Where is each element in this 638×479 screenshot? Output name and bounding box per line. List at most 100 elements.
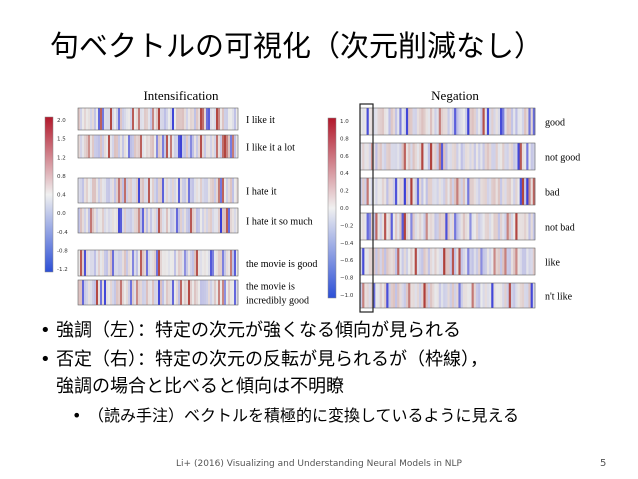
- highlight-frame: [359, 103, 374, 313]
- heatmap-cell: [421, 108, 424, 135]
- heatmap-cell: [401, 283, 405, 308]
- heatmap-cell: [130, 178, 133, 203]
- heatmap-cell: [138, 178, 141, 203]
- heatmap-cell: [430, 213, 433, 240]
- heatmap-cell: [475, 178, 479, 205]
- bullet-marker: •: [40, 349, 51, 370]
- heatmap-cell: [416, 248, 420, 275]
- heatmap-cell: [489, 213, 492, 240]
- heatmap-cell: [130, 280, 133, 305]
- heatmap-cell: [156, 280, 159, 305]
- heatmap-cell: [172, 178, 175, 203]
- heatmap-cell: [408, 108, 411, 135]
- heatmap-cell: [136, 135, 139, 158]
- heatmap-cell: [397, 248, 400, 275]
- heatmap-cell: [100, 178, 103, 203]
- heatmap-cell: [142, 280, 145, 305]
- heatmap-cell: [480, 248, 483, 275]
- heatmap-cell: [166, 178, 169, 203]
- heatmap-cell: [467, 213, 470, 240]
- heatmap-cell: [114, 108, 117, 130]
- heatmap-cell: [134, 108, 137, 130]
- heatmap-cell: [226, 135, 229, 158]
- heatmap-cell: [78, 280, 81, 305]
- heatmap-cell: [186, 208, 189, 233]
- heatmap-cell: [502, 248, 505, 275]
- heatmap-cell: [508, 178, 512, 205]
- heatmap-cell: [504, 248, 507, 275]
- heatmap-cell: [489, 178, 492, 205]
- heatmap-cell: [524, 178, 527, 205]
- heatmap-cell: [200, 108, 203, 130]
- heatmap-cell: [230, 250, 233, 276]
- heatmap-cell: [170, 208, 173, 233]
- heatmap-cell: [228, 135, 231, 158]
- heatmap-cell: [395, 213, 398, 240]
- heatmap-cell: [530, 143, 534, 170]
- heatmap-cell: [216, 178, 219, 203]
- heatmap-cell: [482, 213, 485, 240]
- heatmap-cell: [423, 143, 426, 170]
- heatmap-cell: [206, 280, 209, 305]
- heatmap-cell: [414, 283, 418, 308]
- heatmap-cell: [412, 143, 415, 170]
- heatmap-cell: [84, 280, 87, 305]
- heatmap-cell: [467, 248, 470, 275]
- heatmap-cell: [430, 178, 433, 205]
- heatmap-cell: [381, 248, 385, 275]
- heatmap-cell: [146, 108, 149, 130]
- heatmap-cell: [94, 280, 97, 305]
- heatmap-cell: [106, 250, 109, 276]
- heatmap-cell: [397, 283, 400, 308]
- heatmap-cell: [92, 108, 95, 130]
- heatmap-cell: [475, 213, 479, 240]
- heatmap-cell: [445, 283, 448, 308]
- heatmap-cell: [154, 208, 157, 233]
- heatmap-cell: [184, 108, 187, 130]
- heatmap-cell: [368, 213, 372, 240]
- heatmap-cell: [140, 208, 143, 233]
- heatmap-cell: [124, 135, 127, 158]
- heatmap-cell: [110, 280, 113, 305]
- heatmap-cell: [388, 143, 391, 170]
- heatmap-cell: [370, 143, 374, 170]
- heatmap-cell: [208, 178, 211, 203]
- heatmap-cell: [497, 248, 501, 275]
- heatmap-cell: [104, 135, 107, 158]
- heatmap-cell: [236, 208, 239, 233]
- heatmap-cell: [480, 143, 483, 170]
- heatmap-cell: [386, 143, 389, 170]
- colorbar-tick-label: −1.0: [340, 293, 354, 299]
- heatmap-cell: [222, 108, 225, 130]
- colorbar-tick-label: 0.4: [57, 193, 66, 199]
- row-label: I like it: [246, 115, 275, 126]
- heatmap-cell: [90, 135, 93, 158]
- heatmap-cell: [403, 178, 407, 205]
- heatmap-cell: [122, 250, 125, 276]
- heatmap-cell: [170, 178, 173, 203]
- heatmap-cell: [475, 108, 479, 135]
- heatmap-cell: [414, 108, 418, 135]
- colorbar-tick-label: 0.0: [57, 211, 66, 217]
- heatmap-cell: [524, 213, 527, 240]
- heatmap-cell: [524, 143, 527, 170]
- heatmap-cell: [106, 108, 109, 130]
- heatmap-cell: [458, 248, 461, 275]
- heatmap-cell: [482, 283, 485, 308]
- heatmap-cell: [388, 108, 391, 135]
- heatmap-cell: [386, 283, 389, 308]
- heatmap-cell: [132, 208, 135, 233]
- heatmap-cell: [166, 208, 169, 233]
- heatmap-cell: [469, 178, 472, 205]
- heatmap-cell: [134, 280, 137, 305]
- heatmap-cell: [138, 108, 141, 130]
- heatmap-cell: [142, 135, 145, 158]
- heatmap-cell: [224, 250, 227, 276]
- colorbar-tick-label: −0.2: [340, 223, 353, 229]
- heatmap-cell: [519, 213, 523, 240]
- heatmap-cell: [421, 178, 424, 205]
- heatmap-cell: [230, 108, 233, 130]
- heatmap-cell: [392, 108, 396, 135]
- heatmap-cell: [403, 283, 407, 308]
- bullets: • 強調（左）：特定の次元が強くなる傾向が見られる• 否定（右）：特定の次元の反転が…: [40, 320, 519, 425]
